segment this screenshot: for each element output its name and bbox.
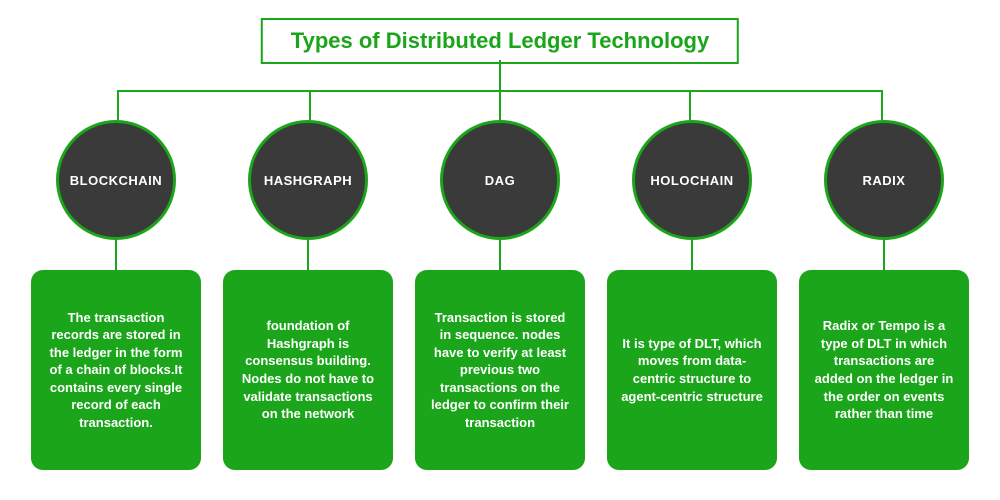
column-4: RADIX Radix or Tempo is a type of DLT in … bbox=[796, 120, 972, 470]
connector-circle-card bbox=[691, 240, 693, 270]
column-1: HASHGRAPH foundation of Hashgraph is cons… bbox=[220, 120, 396, 470]
column-0: BLOCKCHAIN The transaction records are st… bbox=[28, 120, 204, 470]
connector-branch-4 bbox=[881, 90, 883, 120]
node-circle: RADIX bbox=[824, 120, 944, 240]
connector-circle-card bbox=[307, 240, 309, 270]
description-card: Transaction is stored in sequence. nodes… bbox=[415, 270, 585, 470]
connector-circle-card bbox=[883, 240, 885, 270]
title-box: Types of Distributed Ledger Technology bbox=[261, 18, 739, 64]
connector-main-vertical bbox=[499, 60, 501, 90]
connector-circle-card bbox=[499, 240, 501, 270]
description-card: It is type of DLT, which moves from data… bbox=[607, 270, 777, 470]
connector-branch-0 bbox=[117, 90, 119, 120]
connector-branch-2 bbox=[499, 90, 501, 120]
columns-container: BLOCKCHAIN The transaction records are st… bbox=[0, 120, 1000, 470]
column-2: DAG Transaction is stored in sequence. no… bbox=[412, 120, 588, 470]
node-circle: DAG bbox=[440, 120, 560, 240]
connector-circle-card bbox=[115, 240, 117, 270]
node-circle: HOLOCHAIN bbox=[632, 120, 752, 240]
description-card: The transaction records are stored in th… bbox=[31, 270, 201, 470]
connector-branch-3 bbox=[689, 90, 691, 120]
node-circle: BLOCKCHAIN bbox=[56, 120, 176, 240]
connector-branch-1 bbox=[309, 90, 311, 120]
description-card: foundation of Hashgraph is consensus bui… bbox=[223, 270, 393, 470]
node-circle: HASHGRAPH bbox=[248, 120, 368, 240]
column-3: HOLOCHAIN It is type of DLT, which moves … bbox=[604, 120, 780, 470]
description-card: Radix or Tempo is a type of DLT in which… bbox=[799, 270, 969, 470]
